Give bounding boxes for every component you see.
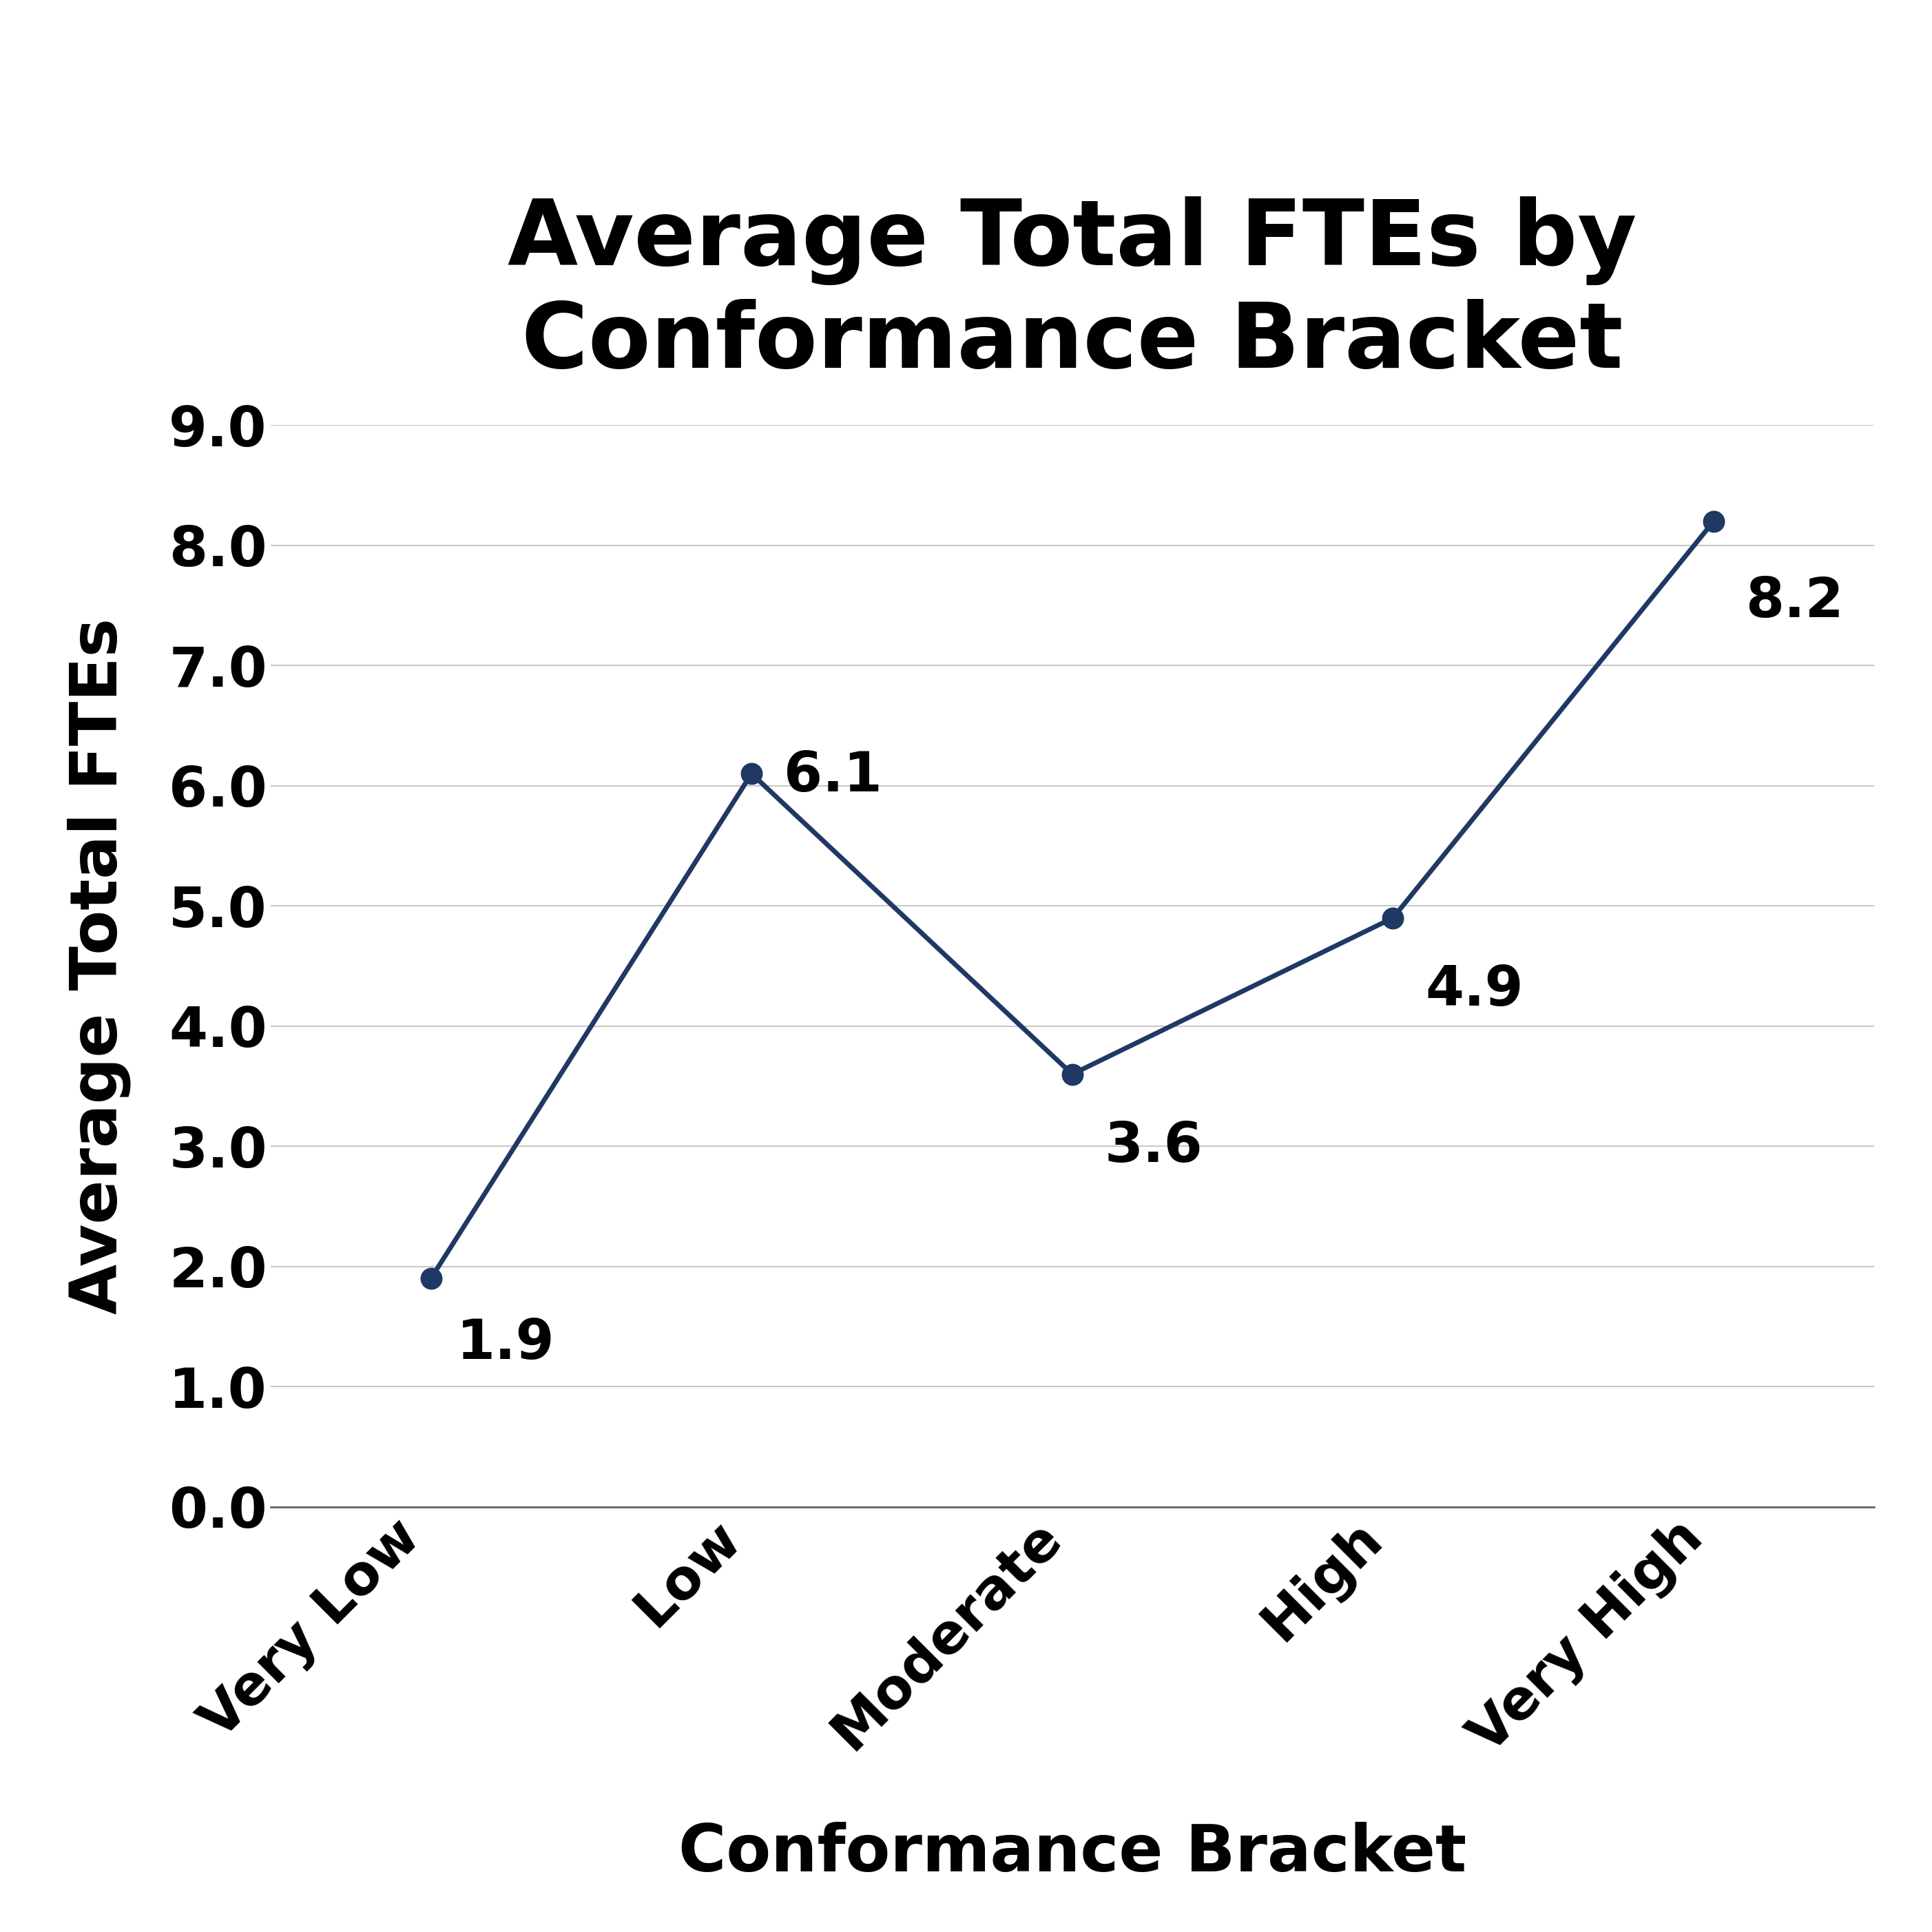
X-axis label: Conformance Bracket: Conformance Bracket bbox=[678, 1822, 1466, 1886]
Y-axis label: Average Total FTEs: Average Total FTEs bbox=[68, 618, 131, 1314]
Text: 8.2: 8.2 bbox=[1747, 576, 1843, 630]
Text: 3.6: 3.6 bbox=[1105, 1121, 1202, 1173]
Text: 1.9: 1.9 bbox=[456, 1318, 554, 1370]
Title: Average Total FTEs by
Conformance Bracket: Average Total FTEs by Conformance Bracke… bbox=[508, 197, 1636, 386]
Text: 4.9: 4.9 bbox=[1426, 964, 1522, 1018]
Text: 6.1: 6.1 bbox=[784, 750, 881, 804]
